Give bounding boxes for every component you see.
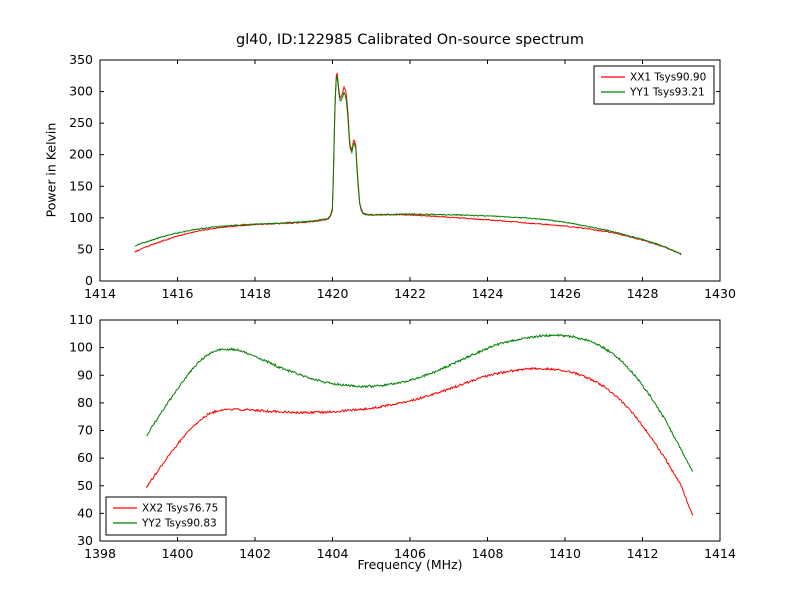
y-tick-label: 350 [69,52,93,67]
y-tick-label: 80 [77,395,93,410]
x-tick-label: 1428 [627,286,659,301]
legend-box [593,65,715,105]
legend-label: XX2 Tsys76.75 [142,503,218,515]
x-tick-label: 1420 [317,286,349,301]
x-tick-label: 1414 [704,546,736,561]
x-tick-label: 1422 [394,286,426,301]
y-tick-label: 40 [77,505,93,520]
legend-box [105,496,227,536]
y-tick-label: 30 [77,533,93,548]
x-tick-label: 1430 [704,286,736,301]
series-line [146,333,694,472]
x-tick-label: 1426 [549,286,581,301]
y-axis-label: Power in Kelvin [43,122,59,218]
y-tick-label: 150 [69,178,93,193]
y-tick-label: 200 [69,147,93,162]
series-line [146,366,694,516]
x-tick-label: 1406 [394,546,426,561]
x-tick-label: 1398 [84,546,116,561]
x-tick-label: 1402 [239,546,271,561]
y-tick-label: 90 [77,367,93,382]
y-tick-label: 250 [69,115,93,130]
x-tick-label: 1414 [84,286,116,301]
y-tick-label: 300 [69,84,93,99]
y-tick-label: 0 [85,273,93,288]
x-axis-label: Frequency (MHz) [357,557,463,572]
y-tick-label: 50 [77,478,93,493]
legend-label: YY2 Tsys90.83 [141,518,217,530]
x-tick-label: 1424 [472,286,504,301]
x-tick-label: 1418 [239,286,271,301]
y-tick-label: 70 [77,423,93,438]
series-line [134,72,682,255]
y-tick-label: 60 [77,450,93,465]
y-tick-label: 50 [77,241,93,256]
legend-label: YY1 Tsys93.21 [629,87,705,99]
chart-title: gl40, ID:122985 Calibrated On-source spe… [236,32,584,48]
series-line [134,75,682,256]
y-tick-label: 100 [69,340,93,355]
y-tick-label: 110 [69,312,93,327]
legend-label: XX1 Tsys90.90 [630,72,706,84]
y-tick-label: 100 [69,210,93,225]
x-tick-label: 1416 [162,286,194,301]
x-tick-label: 1408 [472,546,504,561]
x-tick-label: 1404 [317,546,349,561]
x-tick-label: 1400 [162,546,194,561]
x-tick-label: 1412 [627,546,659,561]
x-tick-label: 1410 [549,546,581,561]
